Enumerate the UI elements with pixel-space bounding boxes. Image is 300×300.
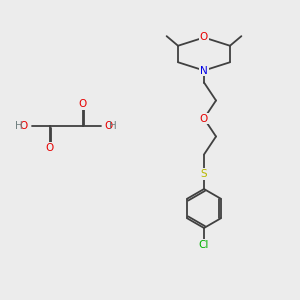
Text: S: S <box>201 169 207 179</box>
Text: O: O <box>20 121 28 131</box>
Text: O: O <box>45 143 54 153</box>
Text: O: O <box>104 121 112 131</box>
Text: Cl: Cl <box>199 239 209 250</box>
Text: N: N <box>200 65 208 76</box>
Text: O: O <box>200 32 208 43</box>
Text: H: H <box>109 121 117 131</box>
Text: O: O <box>78 99 87 109</box>
Text: O: O <box>200 113 208 124</box>
Text: H: H <box>15 121 23 131</box>
